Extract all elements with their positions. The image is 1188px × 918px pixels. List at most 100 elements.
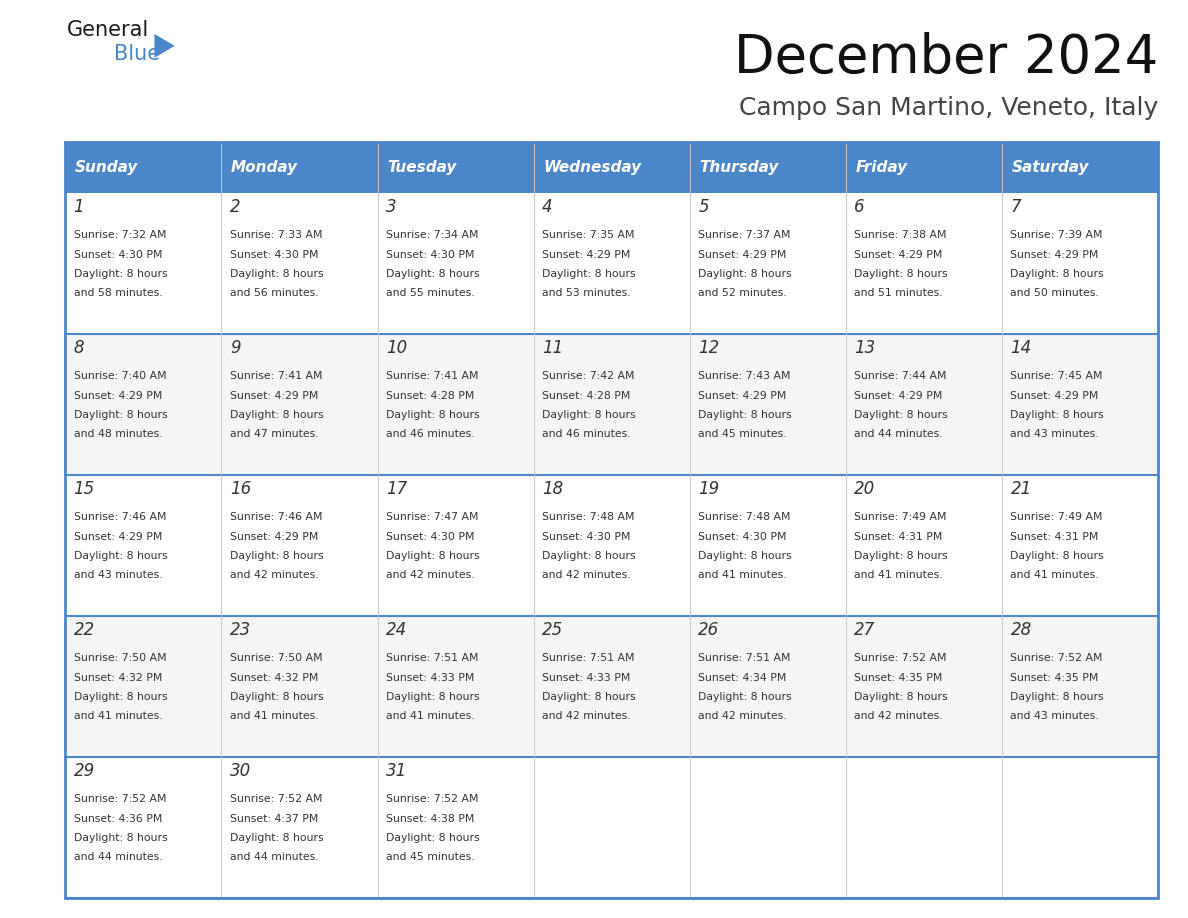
Text: Daylight: 8 hours: Daylight: 8 hours — [699, 410, 792, 420]
Text: Sunrise: 7:52 AM: Sunrise: 7:52 AM — [854, 654, 947, 664]
Text: Sunrise: 7:37 AM: Sunrise: 7:37 AM — [699, 230, 791, 241]
Bar — [65, 756, 221, 898]
Bar — [533, 193, 690, 334]
Bar — [690, 334, 846, 475]
Bar — [1003, 756, 1158, 898]
Text: 16: 16 — [229, 480, 251, 498]
Text: and 42 minutes.: and 42 minutes. — [542, 711, 631, 722]
Text: 20: 20 — [854, 480, 876, 498]
Text: 21: 21 — [1011, 480, 1031, 498]
Text: Daylight: 8 hours: Daylight: 8 hours — [854, 692, 948, 702]
Text: Tuesday: Tuesday — [387, 160, 456, 175]
Text: 28: 28 — [1011, 621, 1031, 639]
Polygon shape — [154, 34, 175, 58]
Text: Sunrise: 7:48 AM: Sunrise: 7:48 AM — [542, 512, 634, 522]
Text: Daylight: 8 hours: Daylight: 8 hours — [229, 833, 323, 843]
Bar — [221, 475, 378, 616]
Text: Sunrise: 7:51 AM: Sunrise: 7:51 AM — [386, 654, 479, 664]
Text: 12: 12 — [699, 340, 720, 357]
Text: 10: 10 — [386, 340, 407, 357]
Text: 6: 6 — [854, 198, 865, 217]
Text: 23: 23 — [229, 621, 251, 639]
Bar — [1003, 334, 1158, 475]
Text: and 44 minutes.: and 44 minutes. — [854, 430, 943, 439]
Text: Thursday: Thursday — [700, 160, 779, 175]
Text: Campo San Martino, Veneto, Italy: Campo San Martino, Veneto, Italy — [739, 96, 1158, 120]
Text: 1: 1 — [74, 198, 84, 217]
Text: Daylight: 8 hours: Daylight: 8 hours — [699, 551, 792, 561]
Text: Sunset: 4:30 PM: Sunset: 4:30 PM — [74, 250, 162, 260]
Text: 27: 27 — [854, 621, 876, 639]
Text: and 42 minutes.: and 42 minutes. — [386, 570, 474, 580]
Text: Sunrise: 7:38 AM: Sunrise: 7:38 AM — [854, 230, 947, 241]
Bar — [846, 756, 1003, 898]
Bar — [65, 475, 221, 616]
Bar — [221, 334, 378, 475]
Text: Daylight: 8 hours: Daylight: 8 hours — [74, 551, 168, 561]
Text: Daylight: 8 hours: Daylight: 8 hours — [854, 551, 948, 561]
Text: Sunset: 4:29 PM: Sunset: 4:29 PM — [542, 250, 631, 260]
Text: Sunset: 4:29 PM: Sunset: 4:29 PM — [229, 391, 318, 400]
Bar — [378, 756, 533, 898]
Text: Sunset: 4:28 PM: Sunset: 4:28 PM — [386, 391, 474, 400]
Bar — [533, 142, 690, 193]
Text: Sunset: 4:29 PM: Sunset: 4:29 PM — [1011, 391, 1099, 400]
Text: Sunrise: 7:32 AM: Sunrise: 7:32 AM — [74, 230, 166, 241]
Text: Sunrise: 7:43 AM: Sunrise: 7:43 AM — [699, 372, 791, 381]
Text: Daylight: 8 hours: Daylight: 8 hours — [229, 551, 323, 561]
Text: 14: 14 — [1011, 340, 1031, 357]
Text: Sunrise: 7:52 AM: Sunrise: 7:52 AM — [74, 794, 166, 804]
Text: and 43 minutes.: and 43 minutes. — [74, 570, 163, 580]
Text: Sunset: 4:29 PM: Sunset: 4:29 PM — [74, 532, 162, 542]
Text: Sunrise: 7:49 AM: Sunrise: 7:49 AM — [1011, 512, 1102, 522]
Bar — [690, 475, 846, 616]
Text: Daylight: 8 hours: Daylight: 8 hours — [229, 269, 323, 279]
Text: and 50 minutes.: and 50 minutes. — [1011, 288, 1099, 298]
Bar — [690, 142, 846, 193]
Text: Daylight: 8 hours: Daylight: 8 hours — [542, 551, 636, 561]
Text: and 42 minutes.: and 42 minutes. — [229, 570, 318, 580]
Text: Sunrise: 7:33 AM: Sunrise: 7:33 AM — [229, 230, 322, 241]
Bar — [1003, 616, 1158, 756]
Bar — [378, 142, 533, 193]
Text: Sunset: 4:29 PM: Sunset: 4:29 PM — [1011, 250, 1099, 260]
Text: 24: 24 — [386, 621, 407, 639]
Text: Sunrise: 7:42 AM: Sunrise: 7:42 AM — [542, 372, 634, 381]
Text: Sunday: Sunday — [75, 160, 138, 175]
Text: 18: 18 — [542, 480, 563, 498]
Text: and 51 minutes.: and 51 minutes. — [854, 288, 943, 298]
Text: 15: 15 — [74, 480, 95, 498]
Text: Sunset: 4:32 PM: Sunset: 4:32 PM — [229, 673, 318, 683]
Text: Sunset: 4:29 PM: Sunset: 4:29 PM — [699, 391, 786, 400]
Bar — [846, 193, 1003, 334]
Text: Sunrise: 7:49 AM: Sunrise: 7:49 AM — [854, 512, 947, 522]
Text: Sunset: 4:35 PM: Sunset: 4:35 PM — [1011, 673, 1099, 683]
Text: and 41 minutes.: and 41 minutes. — [1011, 570, 1099, 580]
Text: Sunrise: 7:35 AM: Sunrise: 7:35 AM — [542, 230, 634, 241]
Bar — [690, 756, 846, 898]
Text: Sunrise: 7:51 AM: Sunrise: 7:51 AM — [699, 654, 791, 664]
Bar — [65, 142, 221, 193]
Text: Daylight: 8 hours: Daylight: 8 hours — [854, 269, 948, 279]
Text: Sunrise: 7:46 AM: Sunrise: 7:46 AM — [74, 512, 166, 522]
Bar — [65, 193, 221, 334]
Text: and 55 minutes.: and 55 minutes. — [386, 288, 474, 298]
Text: Sunrise: 7:51 AM: Sunrise: 7:51 AM — [542, 654, 634, 664]
Bar — [690, 193, 846, 334]
Text: Sunrise: 7:34 AM: Sunrise: 7:34 AM — [386, 230, 479, 241]
Text: and 45 minutes.: and 45 minutes. — [386, 852, 474, 862]
Text: 3: 3 — [386, 198, 397, 217]
Text: Sunrise: 7:48 AM: Sunrise: 7:48 AM — [699, 512, 791, 522]
Text: Sunset: 4:30 PM: Sunset: 4:30 PM — [386, 532, 474, 542]
Bar — [65, 334, 221, 475]
Bar — [846, 475, 1003, 616]
Bar — [533, 334, 690, 475]
Bar — [846, 616, 1003, 756]
Text: Sunset: 4:29 PM: Sunset: 4:29 PM — [229, 532, 318, 542]
Text: Sunrise: 7:52 AM: Sunrise: 7:52 AM — [229, 794, 322, 804]
Text: Daylight: 8 hours: Daylight: 8 hours — [386, 833, 480, 843]
Bar — [533, 616, 690, 756]
Text: 2: 2 — [229, 198, 240, 217]
Bar — [1003, 475, 1158, 616]
Text: Monday: Monday — [230, 160, 298, 175]
